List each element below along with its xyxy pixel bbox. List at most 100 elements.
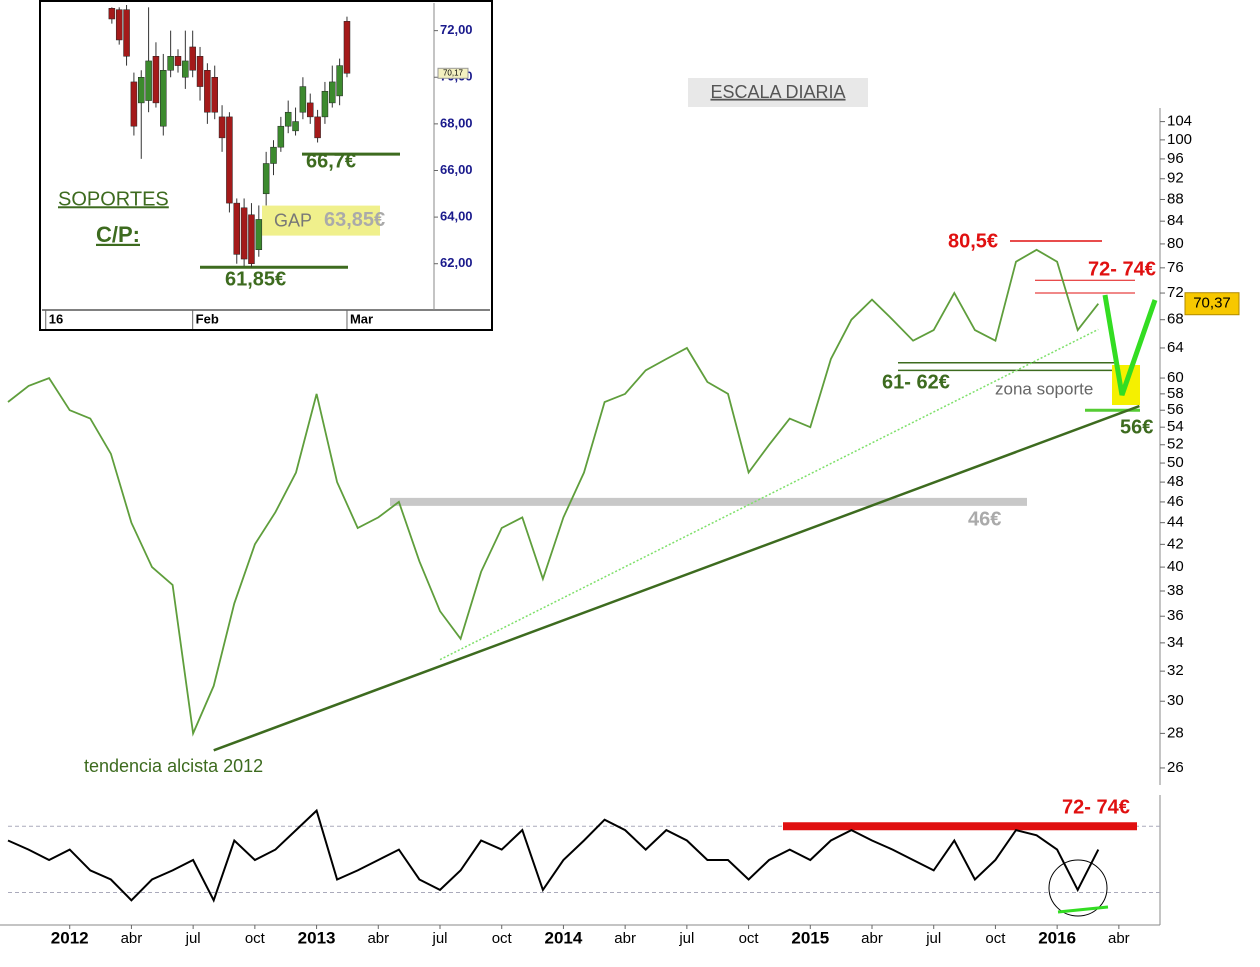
x-tick-label: oct — [739, 930, 760, 947]
candle-body — [299, 86, 307, 113]
y-tick-label: 76 — [1167, 259, 1184, 276]
candle-body — [343, 21, 351, 74]
candle-body — [138, 77, 145, 104]
y-tick-label: 96 — [1167, 150, 1184, 167]
y-tick-label: 26 — [1167, 759, 1184, 776]
inset-text: C/P: — [96, 222, 140, 247]
osc-support — [1057, 905, 1109, 914]
candle-body — [152, 56, 160, 104]
candle-body — [292, 121, 299, 132]
candle-body — [240, 207, 248, 260]
x-tick-label: jul — [431, 930, 447, 947]
inset-panel: 62,0064,0066,0068,0070,0072,0016FebMarGA… — [39, 0, 493, 331]
y-tick-label: 34 — [1167, 634, 1184, 651]
y-tick-label: 68,00 — [440, 115, 473, 130]
y-tick-label: 52 — [1167, 436, 1184, 453]
last-value-label: 70,37 — [1193, 295, 1231, 312]
candle-body — [226, 116, 233, 204]
last-value-box — [1184, 292, 1240, 316]
candle-body — [182, 60, 189, 78]
x-tick-label: 16 — [49, 311, 63, 326]
candle-body — [306, 102, 314, 118]
last-value-label: 70,17 — [443, 68, 464, 77]
x-tick-label: abr — [1108, 930, 1130, 947]
candle-body — [255, 219, 263, 250]
candle-body — [321, 90, 329, 118]
candle-body — [336, 65, 343, 97]
y-tick-label: 62,00 — [440, 255, 473, 270]
candle-body — [130, 81, 138, 127]
gap-label: 63,85€ — [324, 209, 385, 231]
inset-text: SOPORTES — [58, 188, 169, 210]
annotation: zona soporte — [995, 379, 1093, 398]
y-tick-label: 38 — [1167, 582, 1184, 599]
y-tick-label: 64 — [1167, 339, 1184, 356]
candle-body — [233, 202, 241, 255]
candle-body — [248, 214, 255, 264]
y-tick-label: 72 — [1167, 284, 1184, 301]
chart-title: ESCALA DIARIA — [710, 82, 845, 102]
candle-body — [329, 81, 336, 104]
candle-body — [211, 77, 218, 113]
y-tick-label: 104 — [1167, 113, 1192, 130]
oscillator-panel: 72- 74€ 2012 abr jul oct 2013 abr jul oct 2014 abr… — [7, 796, 1160, 947]
candle-body — [204, 70, 211, 113]
y-tick-label: 72,00 — [440, 22, 473, 37]
x-tick-label: abr — [861, 930, 883, 947]
level-label: 66,7€ — [306, 150, 356, 172]
x-tick-label: 2015 — [791, 928, 829, 947]
trendline — [213, 404, 1140, 752]
y-tick-label: 100 — [1167, 131, 1192, 148]
candle-body — [270, 146, 277, 164]
candle-body — [123, 9, 130, 57]
candle-body — [174, 56, 182, 66]
candle-body — [314, 116, 321, 139]
candle-body — [277, 125, 285, 148]
candle-body — [284, 111, 292, 127]
y-tick-label: 84 — [1167, 212, 1184, 229]
y-tick-label: 54 — [1167, 418, 1184, 435]
y-tick-label: 64,00 — [440, 209, 473, 224]
x-tick-label: abr — [614, 930, 636, 947]
x-tick-label: Feb — [196, 311, 219, 326]
y-tick-label: 66,00 — [440, 162, 473, 177]
level-label: 61- 62€ — [882, 371, 950, 393]
candle-body — [160, 70, 167, 127]
gap-text: GAP — [274, 210, 312, 230]
level-label: 46€ — [968, 508, 1001, 530]
gap-box — [262, 205, 380, 236]
x-tick-label: abr — [121, 930, 143, 947]
candle-body — [262, 163, 270, 195]
level-label: 72- 74€ — [1062, 796, 1130, 818]
y-tick-label: 32 — [1167, 662, 1184, 679]
x-tick-label: 2016 — [1038, 928, 1076, 947]
y-tick-label: 60 — [1167, 369, 1184, 386]
highlight-circle — [1048, 859, 1108, 917]
title-box — [688, 78, 868, 107]
y-tick-label: 28 — [1167, 724, 1184, 741]
candle-body — [196, 56, 204, 87]
y-tick-label: 80 — [1167, 235, 1184, 252]
x-tick-label: Mar — [350, 311, 373, 326]
y-tick-label: 48 — [1167, 473, 1184, 490]
y-tick-label: 58 — [1167, 385, 1184, 402]
candle-body — [108, 8, 116, 20]
candle-body — [167, 56, 174, 71]
x-tick-label: jul — [185, 930, 201, 947]
y-tick-label: 92 — [1167, 170, 1184, 187]
y-tick-label: 42 — [1167, 535, 1184, 552]
candle-body — [218, 116, 226, 139]
y-tick-label: 50 — [1167, 454, 1184, 471]
y-tick-label: 40 — [1167, 558, 1184, 575]
y-tick-label: 46 — [1167, 493, 1184, 510]
x-tick-label: 2013 — [298, 928, 336, 947]
candle-body — [115, 9, 123, 41]
y-tick-label: 68 — [1167, 311, 1184, 328]
x-tick-label: jul — [678, 930, 694, 947]
x-tick-label: oct — [245, 930, 266, 947]
x-tick-label: jul — [925, 930, 941, 947]
level-label: 61,85€ — [225, 268, 286, 290]
